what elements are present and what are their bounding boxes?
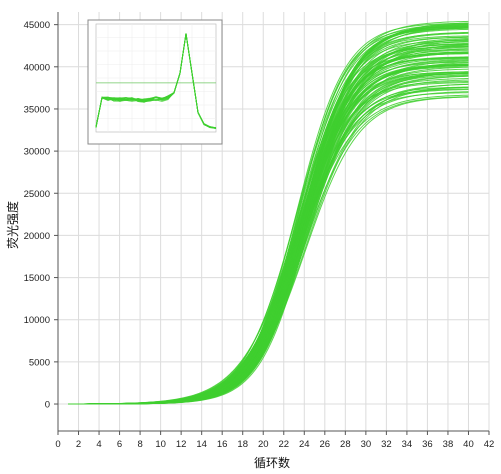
y-tick-label: 45000 bbox=[24, 20, 50, 31]
x-tick-label: 24 bbox=[299, 439, 310, 450]
x-tick-label: 2 bbox=[76, 439, 81, 450]
y-axis-ticks: 0 5000 10000 15000 20000 25000 30000 35000 40000… bbox=[24, 20, 58, 411]
x-tick-label: 20 bbox=[258, 439, 269, 450]
y-axis-title: 荧光强度 bbox=[5, 201, 20, 249]
inset-chart bbox=[87, 19, 223, 145]
x-tick-label: 0 bbox=[55, 439, 60, 450]
x-tick-label: 22 bbox=[278, 439, 289, 450]
x-tick-label: 16 bbox=[217, 439, 228, 450]
x-tick-label: 32 bbox=[381, 439, 392, 450]
amplification-curve bbox=[68, 36, 469, 405]
y-tick-label: 15000 bbox=[24, 273, 50, 284]
y-tick-label: 35000 bbox=[24, 104, 50, 115]
x-tick-label: 14 bbox=[196, 439, 207, 450]
x-tick-label: 40 bbox=[463, 439, 474, 450]
y-tick-label: 5000 bbox=[29, 357, 50, 368]
amplification-curve bbox=[68, 22, 469, 405]
x-tick-label: 6 bbox=[117, 439, 122, 450]
x-tick-label: 36 bbox=[422, 439, 433, 450]
x-tick-label: 18 bbox=[237, 439, 248, 450]
y-tick-label: 10000 bbox=[24, 315, 50, 326]
x-tick-label: 30 bbox=[361, 439, 372, 450]
x-tick-label: 42 bbox=[484, 439, 495, 450]
x-tick-label: 8 bbox=[137, 439, 142, 450]
x-tick-label: 12 bbox=[176, 439, 187, 450]
x-tick-label: 10 bbox=[155, 439, 166, 450]
y-tick-label: 0 bbox=[45, 400, 50, 411]
axes bbox=[57, 12, 489, 432]
y-tick-label: 40000 bbox=[24, 62, 50, 73]
x-tick-label: 26 bbox=[320, 439, 331, 450]
inset-curve bbox=[95, 33, 217, 129]
y-tick-label: 25000 bbox=[24, 189, 50, 200]
x-axis-title: 循环数 bbox=[254, 455, 290, 470]
y-tick-label: 30000 bbox=[24, 147, 50, 158]
x-axis-ticks: 0 2 4 6 8 10 12 14 16 18 20 22 24 26 28 30 32 34 36 38 40 42 bbox=[55, 431, 494, 450]
x-tick-label: 38 bbox=[443, 439, 454, 450]
x-tick-label: 28 bbox=[340, 439, 351, 450]
amplification-curves bbox=[68, 20, 469, 405]
x-tick-label: 34 bbox=[402, 439, 413, 450]
x-tick-label: 4 bbox=[96, 439, 101, 450]
y-tick-label: 20000 bbox=[24, 231, 50, 242]
